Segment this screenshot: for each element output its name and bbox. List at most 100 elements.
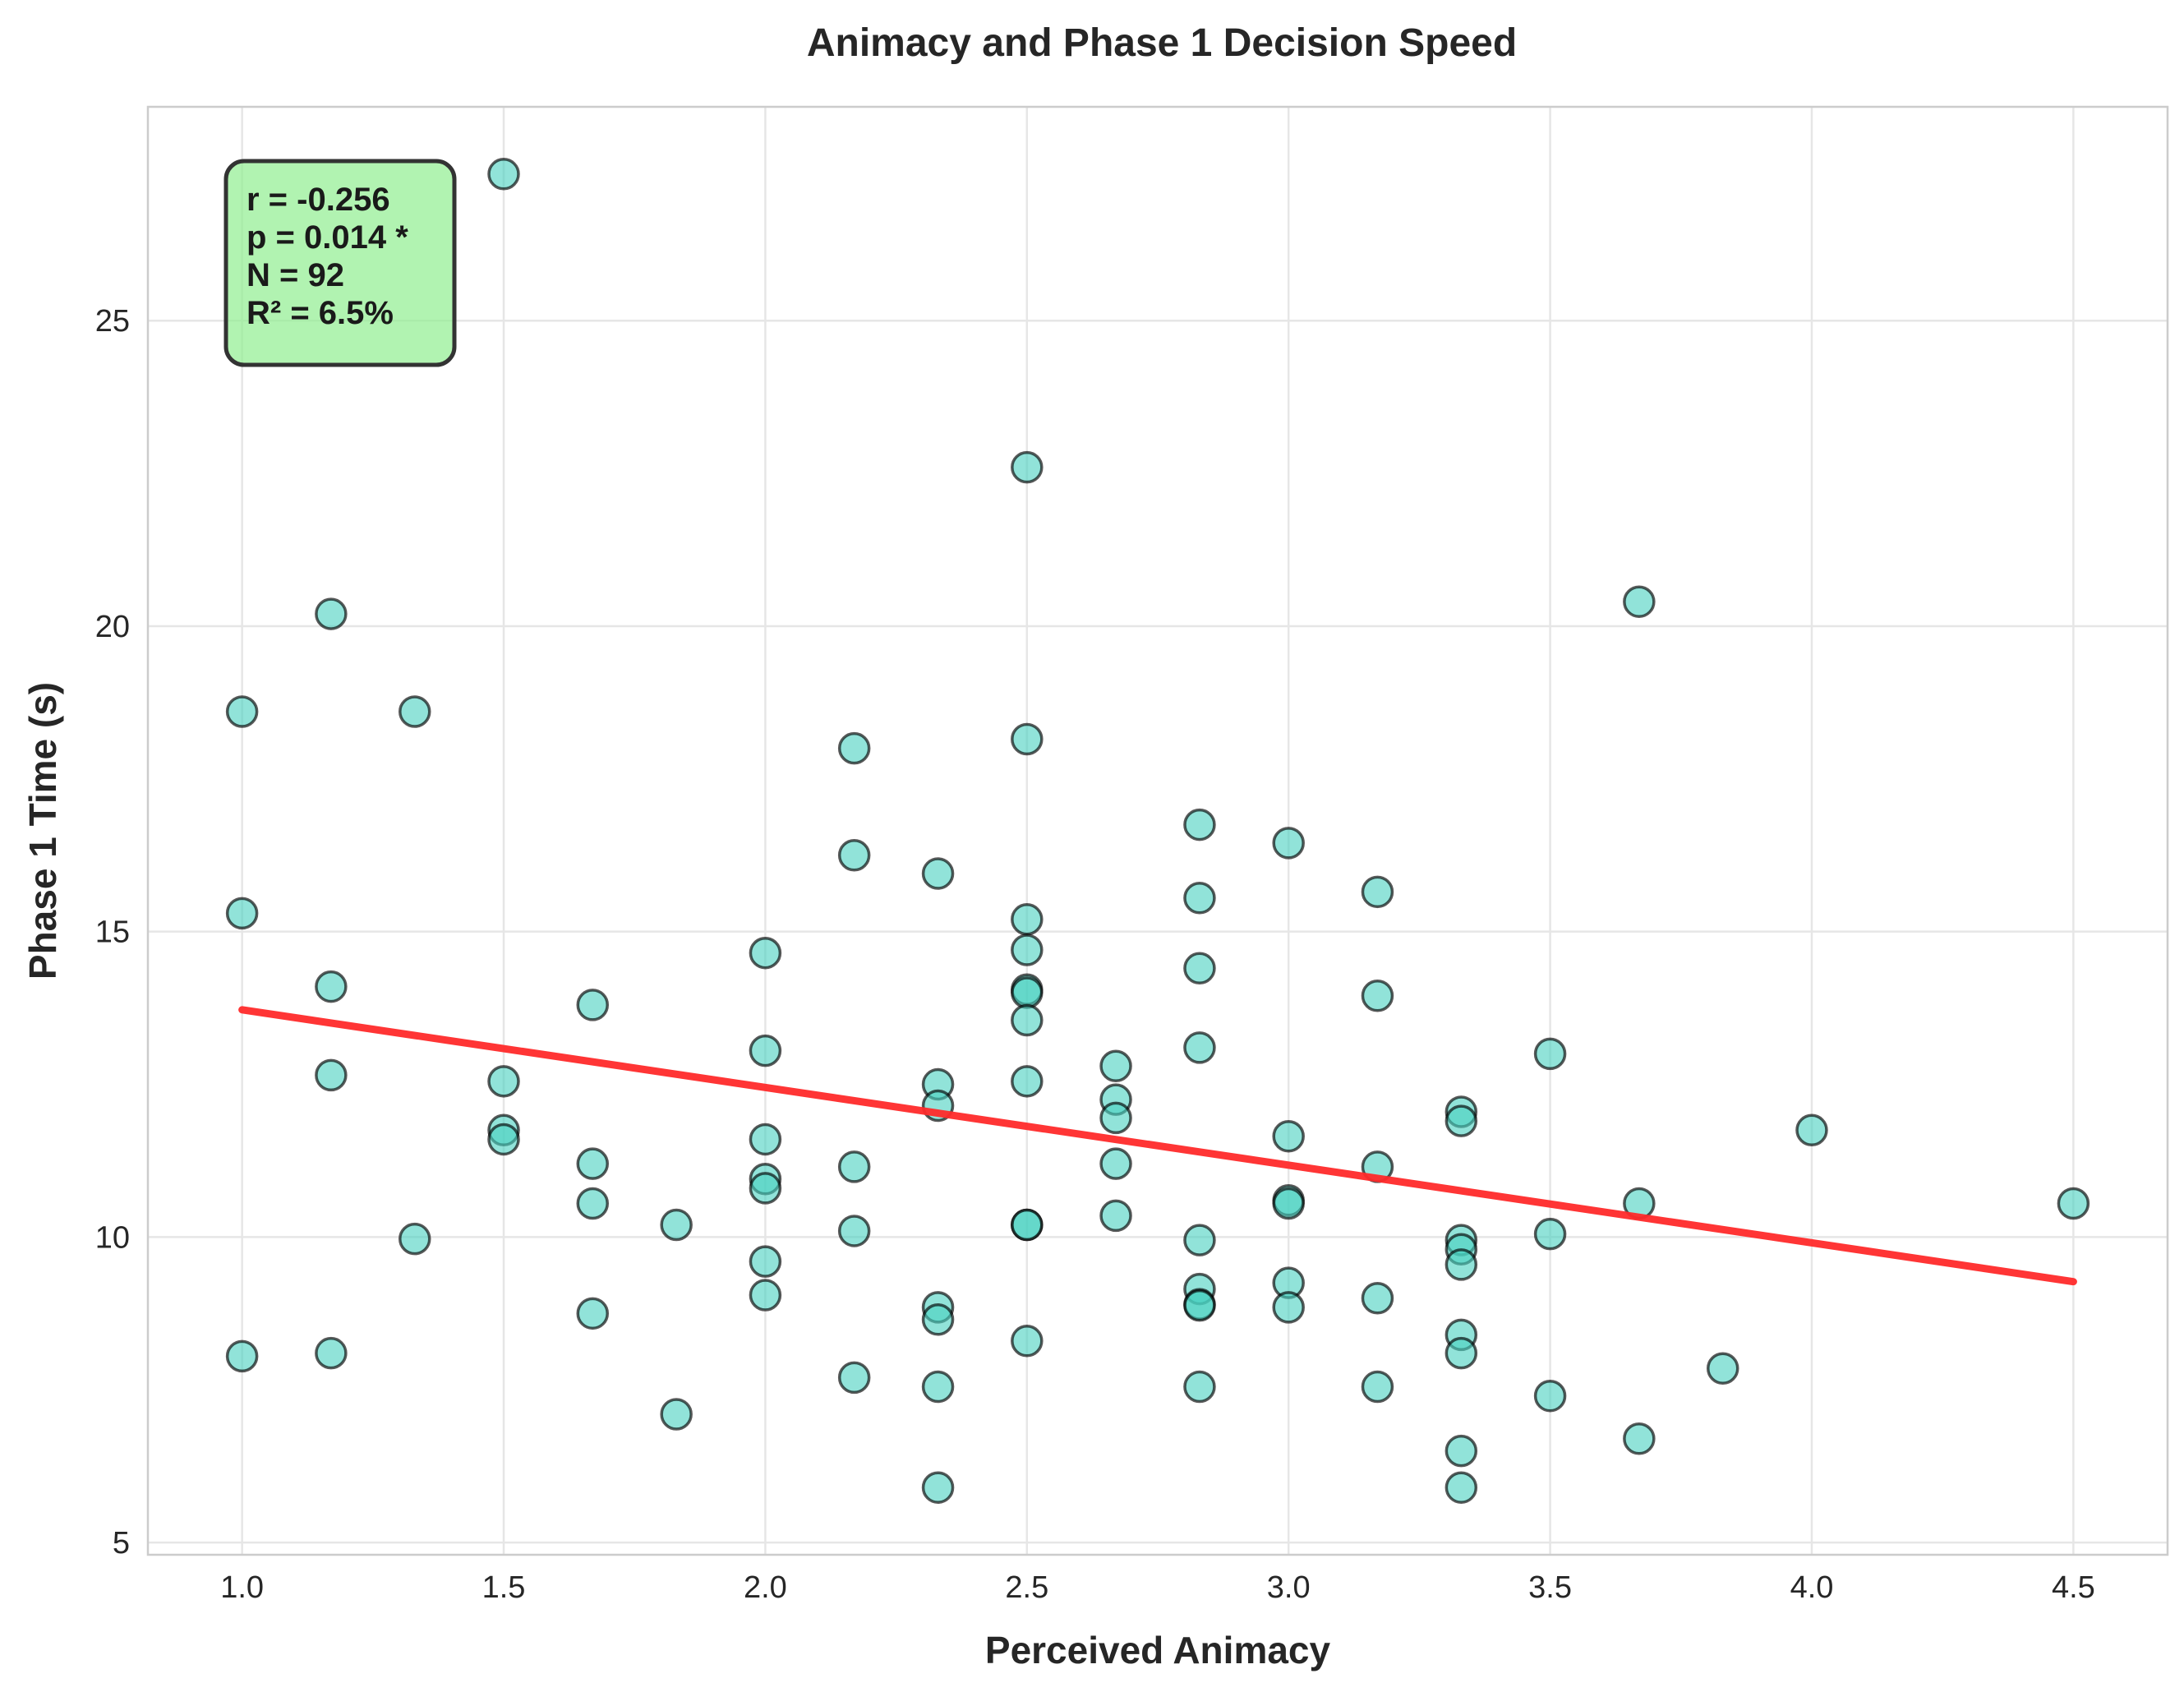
data-point xyxy=(837,1215,871,1247)
data-point xyxy=(837,838,871,872)
data-point xyxy=(1444,1434,1478,1468)
data-point xyxy=(1011,934,1044,966)
x-axis-label: Perceived Animacy xyxy=(985,1629,1331,1671)
data-point xyxy=(660,1398,693,1431)
data-point xyxy=(315,1336,348,1370)
data-point xyxy=(399,1222,431,1256)
stats-box: r = -0.256 p = 0.014 * N = 92 R² = 6.5% xyxy=(223,159,457,367)
chart-title: Animacy and Phase 1 Decision Speed xyxy=(807,21,1517,65)
data-point xyxy=(749,1172,782,1205)
data-point xyxy=(921,1471,955,1504)
data-point xyxy=(1795,1113,1828,1147)
x-tick-label: 2.0 xyxy=(744,1570,787,1605)
data-point xyxy=(1272,827,1305,860)
grid-lines xyxy=(148,107,2168,1555)
data-point xyxy=(576,989,610,1021)
y-tick-label: 5 xyxy=(113,1526,130,1561)
data-point xyxy=(1272,1291,1305,1324)
data-point xyxy=(1183,1289,1216,1322)
y-tick-label: 25 xyxy=(95,304,130,339)
data-point xyxy=(749,1279,782,1312)
data-point xyxy=(1099,1199,1132,1233)
y-tick-labels: 5 10 15 20 25 xyxy=(95,304,130,1561)
data-point xyxy=(1011,450,1044,484)
data-point xyxy=(1011,976,1044,1009)
data-point xyxy=(1099,1147,1132,1180)
data-point xyxy=(1011,1325,1044,1358)
data-point xyxy=(1183,1224,1216,1256)
data-points xyxy=(225,158,2090,1504)
data-point xyxy=(1011,903,1044,936)
data-point xyxy=(749,1245,782,1278)
y-tick-label: 10 xyxy=(95,1220,130,1255)
data-point xyxy=(487,158,520,191)
data-point xyxy=(1444,1104,1478,1137)
data-point xyxy=(749,1034,782,1067)
regression-line xyxy=(238,1006,2077,1286)
data-point xyxy=(921,857,955,890)
data-point xyxy=(1272,1187,1305,1220)
data-point xyxy=(1183,808,1216,841)
data-point xyxy=(399,695,431,728)
data-point xyxy=(225,695,259,728)
data-point xyxy=(1533,1379,1567,1413)
data-point xyxy=(749,936,782,970)
data-point xyxy=(921,1303,955,1336)
data-point xyxy=(1183,952,1216,985)
data-point xyxy=(225,897,259,930)
data-point xyxy=(1011,722,1044,756)
x-tick-label: 1.0 xyxy=(220,1570,264,1605)
data-point xyxy=(1011,1208,1044,1242)
data-point xyxy=(576,1297,610,1330)
stat-r: r = -0.256 xyxy=(247,182,390,218)
data-point xyxy=(576,1187,610,1220)
x-tick-label: 3.5 xyxy=(1528,1570,1572,1605)
data-point xyxy=(837,1150,871,1183)
stat-r2: R² = 6.5% xyxy=(247,295,394,331)
data-point xyxy=(1444,1471,1478,1504)
data-point xyxy=(1361,979,1394,1012)
stat-n: N = 92 xyxy=(247,257,344,293)
data-point xyxy=(1533,1037,1567,1071)
data-point xyxy=(1623,585,1656,618)
data-point xyxy=(1011,1065,1044,1098)
x-tick-label: 3.0 xyxy=(1267,1570,1311,1605)
data-point xyxy=(1183,1370,1216,1404)
data-point xyxy=(487,1065,520,1098)
data-point xyxy=(1099,1101,1132,1135)
data-point xyxy=(837,731,871,765)
data-point xyxy=(1011,1003,1044,1037)
x-tick-label: 2.5 xyxy=(1005,1570,1048,1605)
data-point xyxy=(1361,875,1394,909)
data-point xyxy=(921,1370,955,1404)
data-point xyxy=(1361,1370,1394,1404)
x-tick-label: 4.5 xyxy=(2052,1570,2095,1605)
y-axis-label: Phase 1 Time (s) xyxy=(21,682,64,980)
stat-p: p = 0.014 * xyxy=(247,219,408,256)
plot-area-frame xyxy=(146,105,2169,1556)
data-point xyxy=(660,1208,693,1242)
data-point xyxy=(1361,1281,1394,1315)
data-point xyxy=(315,597,348,630)
x-tick-label: 4.0 xyxy=(1790,1570,1834,1605)
data-point xyxy=(2057,1187,2090,1220)
data-point xyxy=(837,1361,871,1395)
data-point xyxy=(576,1147,610,1180)
data-point xyxy=(315,1058,348,1092)
data-point xyxy=(1533,1217,1567,1251)
data-point xyxy=(1183,1031,1216,1064)
data-point xyxy=(1444,1248,1478,1281)
data-point xyxy=(1272,1119,1305,1153)
y-tick-label: 20 xyxy=(95,610,130,644)
data-point xyxy=(1444,1336,1478,1370)
data-point xyxy=(1706,1352,1739,1385)
data-point xyxy=(225,1339,259,1373)
stats-box-background xyxy=(223,159,457,367)
data-point xyxy=(315,970,348,1003)
data-point xyxy=(1183,882,1216,915)
data-point xyxy=(749,1123,782,1156)
x-tick-labels: 1.0 1.5 2.0 2.5 3.0 3.5 4.0 4.5 xyxy=(220,1570,2095,1605)
data-point xyxy=(487,1123,520,1156)
data-point xyxy=(1099,1049,1132,1082)
